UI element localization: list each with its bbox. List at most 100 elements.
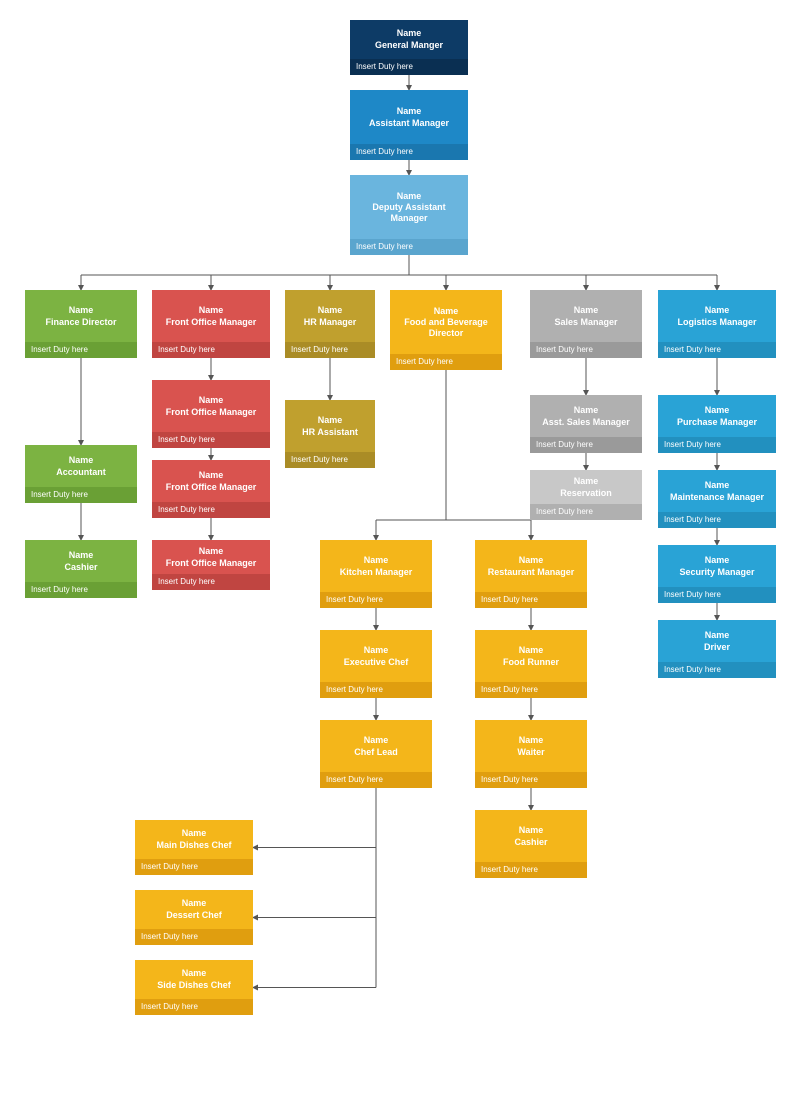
node-title-area: NameFront Office Manager xyxy=(152,540,270,574)
node-role: General Manger xyxy=(375,40,443,51)
node-name: Name xyxy=(397,106,422,117)
node-title-area: NameRestaurant Manager xyxy=(475,540,587,592)
org-node-res: NameReservationInsert Duty here xyxy=(530,470,642,520)
node-duty: Insert Duty here xyxy=(350,144,468,160)
node-role: Maintenance Manager xyxy=(670,492,764,503)
org-node-fin: NameFinance DirectorInsert Duty here xyxy=(25,290,137,358)
node-name: Name xyxy=(574,476,599,487)
node-duty: Insert Duty here xyxy=(25,342,137,358)
node-title-area: NameKitchen Manager xyxy=(320,540,432,592)
node-role: HR Manager xyxy=(304,317,357,328)
node-role: Front Office Manager xyxy=(166,407,257,418)
org-node-fom1: NameFront Office ManagerInsert Duty here xyxy=(152,290,270,358)
node-title-area: NameMain Dishes Chef xyxy=(135,820,253,859)
org-node-hra: NameHR AssistantInsert Duty here xyxy=(285,400,375,468)
node-name: Name xyxy=(519,735,544,746)
node-duty: Insert Duty here xyxy=(320,682,432,698)
node-name: Name xyxy=(574,405,599,416)
node-duty: Insert Duty here xyxy=(320,772,432,788)
node-name: Name xyxy=(705,555,730,566)
node-title-area: NameSecurity Manager xyxy=(658,545,776,587)
node-name: Name xyxy=(519,555,544,566)
node-title-area: NameSide Dishes Chef xyxy=(135,960,253,999)
org-node-dc: NameDessert ChefInsert Duty here xyxy=(135,890,253,945)
node-name: Name xyxy=(182,828,207,839)
node-role: Restaurant Manager xyxy=(488,567,575,578)
node-duty: Insert Duty here xyxy=(320,592,432,608)
node-role: Executive Chef xyxy=(344,657,409,668)
node-role: Food and Beverage Director xyxy=(394,317,498,339)
node-title-area: NameMaintenance Manager xyxy=(658,470,776,512)
org-node-wtr: NameWaiterInsert Duty here xyxy=(475,720,587,788)
node-title-area: NameHR Assistant xyxy=(285,400,375,452)
node-title-area: NameAssistant Manager xyxy=(350,90,468,144)
node-duty: Insert Duty here xyxy=(475,772,587,788)
org-node-rm: NameRestaurant ManagerInsert Duty here xyxy=(475,540,587,608)
node-duty: Insert Duty here xyxy=(152,432,270,448)
org-node-mm: NameMaintenance ManagerInsert Duty here xyxy=(658,470,776,528)
node-name: Name xyxy=(397,191,422,202)
node-name: Name xyxy=(519,645,544,656)
node-duty: Insert Duty here xyxy=(658,437,776,453)
node-name: Name xyxy=(519,825,544,836)
node-name: Name xyxy=(397,28,422,39)
node-title-area: NameCashier xyxy=(475,810,587,862)
node-name: Name xyxy=(199,546,224,557)
node-duty: Insert Duty here xyxy=(530,342,642,358)
node-duty: Insert Duty here xyxy=(152,574,270,590)
node-title-area: NameAsst. Sales Manager xyxy=(530,395,642,437)
node-title-area: NameGeneral Manger xyxy=(350,20,468,59)
org-node-am: NameAssistant ManagerInsert Duty here xyxy=(350,90,468,160)
node-duty: Insert Duty here xyxy=(152,342,270,358)
node-title-area: NameFood and Beverage Director xyxy=(390,290,502,354)
node-name: Name xyxy=(705,630,730,641)
node-role: Accountant xyxy=(56,467,106,478)
node-duty: Insert Duty here xyxy=(135,999,253,1015)
node-name: Name xyxy=(364,645,389,656)
node-duty: Insert Duty here xyxy=(658,512,776,528)
node-title-area: NameFood Runner xyxy=(475,630,587,682)
node-duty: Insert Duty here xyxy=(475,682,587,698)
node-title-area: NameWaiter xyxy=(475,720,587,772)
node-role: Side Dishes Chef xyxy=(157,980,231,991)
node-role: Chef Lead xyxy=(354,747,398,758)
node-name: Name xyxy=(364,735,389,746)
node-title-area: NameFront Office Manager xyxy=(152,460,270,502)
node-role: Purchase Manager xyxy=(677,417,757,428)
node-duty: Insert Duty here xyxy=(25,582,137,598)
node-duty: Insert Duty here xyxy=(285,452,375,468)
org-node-drv: NameDriverInsert Duty here xyxy=(658,620,776,678)
node-role: Driver xyxy=(704,642,730,653)
node-title-area: NamePurchase Manager xyxy=(658,395,776,437)
node-role: Reservation xyxy=(560,488,612,499)
node-title-area: NameSales Manager xyxy=(530,290,642,342)
node-title-area: NameChef Lead xyxy=(320,720,432,772)
org-node-fr: NameFood RunnerInsert Duty here xyxy=(475,630,587,698)
node-title-area: NameDeputy Assistant Manager xyxy=(350,175,468,239)
org-chart-canvas: NameGeneral MangerInsert Duty hereNameAs… xyxy=(0,0,800,1098)
node-duty: Insert Duty here xyxy=(135,859,253,875)
node-duty: Insert Duty here xyxy=(658,342,776,358)
node-duty: Insert Duty here xyxy=(475,592,587,608)
node-role: Dessert Chef xyxy=(166,910,222,921)
node-role: Waiter xyxy=(517,747,544,758)
node-role: Front Office Manager xyxy=(166,482,257,493)
node-role: Front Office Manager xyxy=(166,558,257,569)
org-node-sdc: NameSide Dishes ChefInsert Duty here xyxy=(135,960,253,1015)
org-node-fom4: NameFront Office ManagerInsert Duty here xyxy=(152,540,270,590)
org-node-dam: NameDeputy Assistant ManagerInsert Duty … xyxy=(350,175,468,255)
node-duty: Insert Duty here xyxy=(152,502,270,518)
org-node-fb: NameFood and Beverage DirectorInsert Dut… xyxy=(390,290,502,370)
node-name: Name xyxy=(182,968,207,979)
node-name: Name xyxy=(69,550,94,561)
org-node-acc: NameAccountantInsert Duty here xyxy=(25,445,137,503)
node-title-area: NameDessert Chef xyxy=(135,890,253,929)
node-role: Main Dishes Chef xyxy=(156,840,231,851)
node-role: Security Manager xyxy=(679,567,754,578)
node-name: Name xyxy=(434,306,459,317)
node-title-area: NameHR Manager xyxy=(285,290,375,342)
org-node-ec: NameExecutive Chef Insert Duty here xyxy=(320,630,432,698)
node-name: Name xyxy=(69,455,94,466)
org-node-cash2: NameCashierInsert Duty here xyxy=(475,810,587,878)
node-duty: Insert Duty here xyxy=(658,587,776,603)
